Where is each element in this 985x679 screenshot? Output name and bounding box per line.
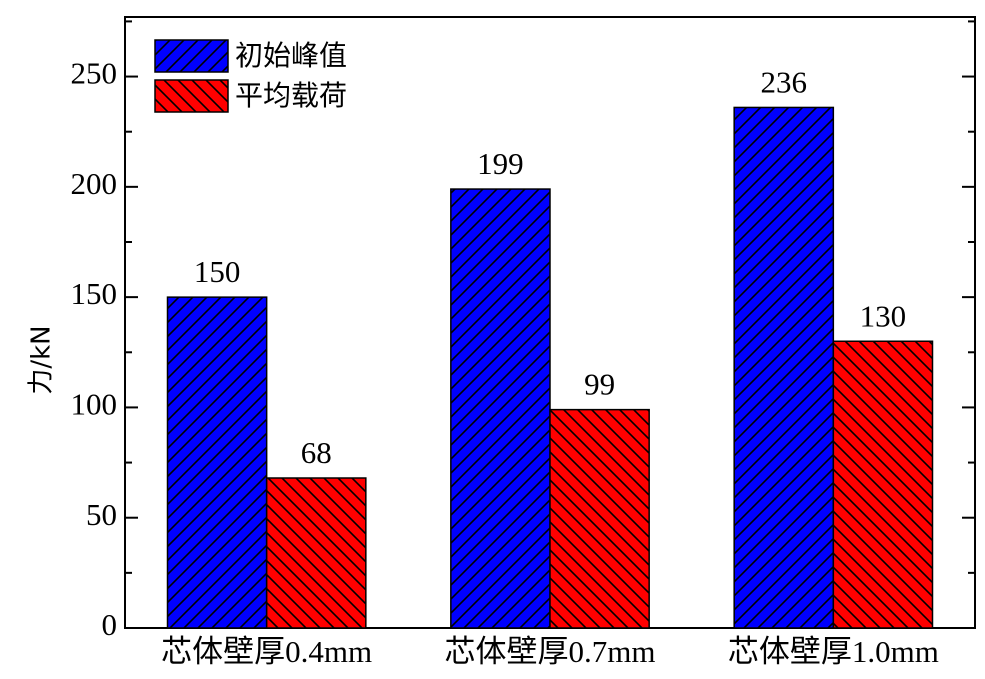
bar <box>265 477 367 629</box>
y-tick-label: 100 <box>71 387 118 422</box>
value-label: 130 <box>860 298 907 333</box>
y-tick-label: 250 <box>71 56 118 91</box>
y-axis-label: 力/kN <box>27 325 57 394</box>
bar <box>166 296 268 629</box>
value-label: 236 <box>761 65 808 100</box>
value-label: 99 <box>584 367 615 402</box>
y-tick-label: 150 <box>71 276 118 311</box>
x-tick-label: 芯体壁厚0.7mm <box>445 634 656 669</box>
bar <box>450 188 551 629</box>
y-tick-label: 200 <box>71 166 118 201</box>
legend-label: 初始峰值 <box>235 39 347 72</box>
y-tick-label: 0 <box>102 607 118 642</box>
bar <box>549 408 650 629</box>
legend-swatch <box>154 39 229 73</box>
bar <box>733 106 835 629</box>
x-tick-label: 芯体壁厚0.4mm <box>161 634 372 669</box>
value-label: 150 <box>194 254 241 289</box>
value-label: 68 <box>301 435 332 470</box>
legend-label: 平均载荷 <box>235 79 347 112</box>
bar <box>832 340 934 629</box>
legend-swatch <box>154 79 229 113</box>
x-tick-label: 芯体壁厚1.0mm <box>728 634 939 669</box>
y-tick-label: 50 <box>86 497 117 532</box>
value-label: 199 <box>477 146 524 181</box>
